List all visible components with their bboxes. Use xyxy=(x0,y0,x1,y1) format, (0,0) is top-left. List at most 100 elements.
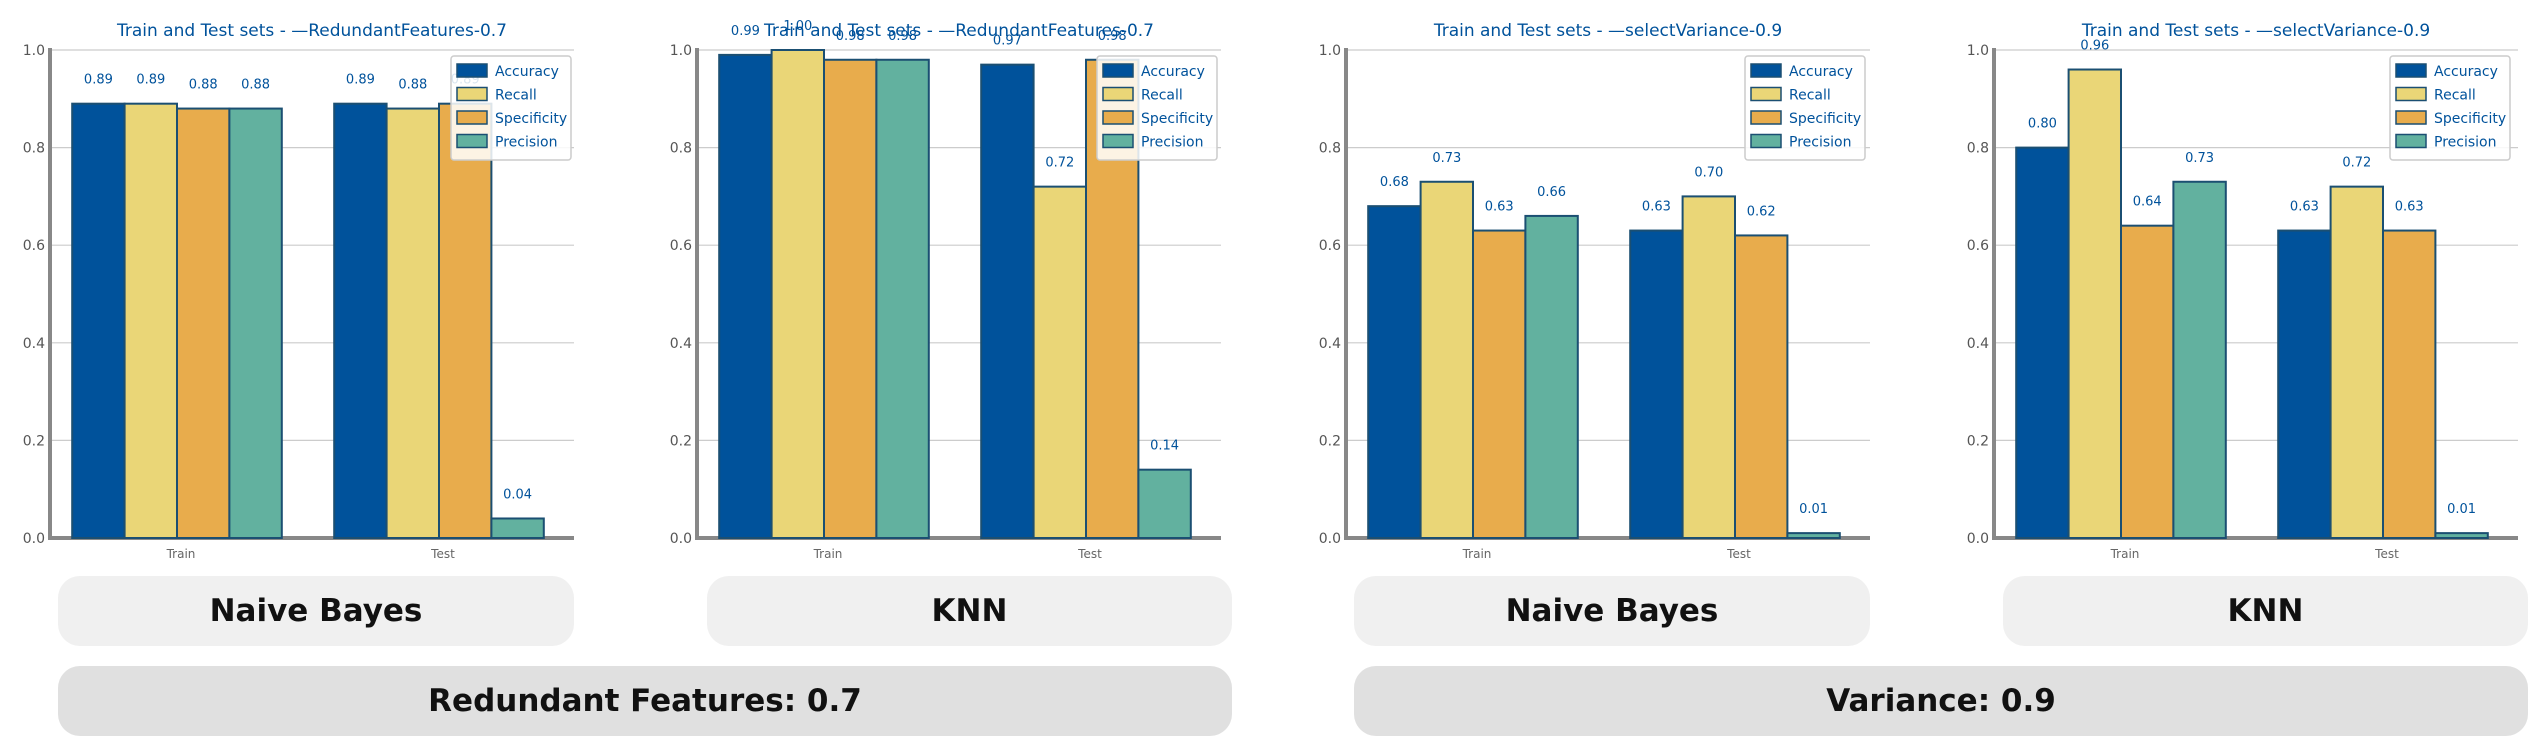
chart4-bar-recall-test xyxy=(2329,185,2385,539)
chart3-data-label: 0.70 xyxy=(1694,165,1723,180)
chart3-legend-label-recall: Recall xyxy=(1789,88,1831,104)
chart4-ytick-label: 0.4 xyxy=(1967,336,1989,352)
chart3-legend-swatch-specificity xyxy=(1750,110,1782,125)
chart3-data-label: 0.63 xyxy=(1485,200,1514,215)
chart2-ytick-label: 0.8 xyxy=(670,141,692,157)
chart1-legend-label-accuracy: Accuracy xyxy=(495,64,559,80)
chart1-ytick-label: 0.0 xyxy=(23,531,45,547)
chart2-ytick-label: 0.0 xyxy=(670,531,692,547)
chart1-bar-precision-test xyxy=(490,517,545,539)
model-label-naive-bayes-1: Naive Bayes xyxy=(58,576,574,646)
chart2-legend-label-accuracy: Accuracy xyxy=(1141,64,1205,80)
group-label-variance: Variance: 0.9 xyxy=(1354,666,2528,736)
chart3-ytick-label: 0.4 xyxy=(1319,336,1341,352)
chart1-bar-specificity-test xyxy=(438,102,493,540)
chart1-legend-swatch-precision xyxy=(456,133,488,149)
chart1-ytick-label: 0.2 xyxy=(23,433,45,449)
model-label-knn-1: KNN xyxy=(707,576,1232,646)
chart1-bar-specificity-train xyxy=(176,107,231,539)
chart2-bar-recall-train xyxy=(770,49,825,539)
chart3-ytick-label: 1.0 xyxy=(1319,43,1341,59)
chart4-ytick-label: 0.2 xyxy=(1967,433,1989,449)
chart4-legend-label-recall: Recall xyxy=(2434,88,2476,104)
chart3-bar-specificity-train xyxy=(1472,229,1527,539)
chart4-legend-swatch-specificity xyxy=(2395,110,2427,125)
chart1-legend-swatch-recall xyxy=(456,86,488,102)
chart4-xtick-label: Test xyxy=(2374,547,2399,561)
chart2-bar-recall-test xyxy=(1032,185,1087,539)
chart3-data-label: 0.73 xyxy=(1432,151,1461,166)
chart4-legend-label-accuracy: Accuracy xyxy=(2434,64,2498,80)
chart1-legend-label-precision: Precision xyxy=(495,135,557,151)
chart1-data-label: 0.89 xyxy=(136,73,165,88)
chart1-legend-label-recall: Recall xyxy=(495,88,537,104)
chart1-bar-recall-test xyxy=(385,107,441,539)
chart1-ytick-label: 0.6 xyxy=(23,238,45,254)
chart4-data-label: 0.96 xyxy=(2080,39,2109,54)
chart2-bar-precision-train xyxy=(875,58,930,539)
chart4-bar-recall-train xyxy=(2067,68,2123,540)
chart2-bar-precision-test xyxy=(1137,468,1192,539)
chart4-bar-precision-train xyxy=(2172,180,2227,539)
chart2-bar-specificity-train xyxy=(823,58,878,539)
chart1-title: Train and Test sets - —RedundantFeatures… xyxy=(116,21,507,41)
chart2-ytick-label: 0.4 xyxy=(670,336,692,352)
chart2-data-label: 1.00 xyxy=(783,19,812,34)
chart1-data-label: 0.88 xyxy=(189,78,218,93)
chart2-legend-swatch-precision xyxy=(1102,133,1134,149)
chart1-data-label: 0.88 xyxy=(241,78,270,93)
chart1-bar-recall-train xyxy=(123,102,178,540)
chart4-legend-swatch-accuracy xyxy=(2395,63,2427,78)
chart1-data-label: 0.89 xyxy=(84,73,113,88)
chart2-data-label: 0.97 xyxy=(993,34,1022,49)
chart2-ytick-label: 0.6 xyxy=(670,238,692,254)
chart4-ytick-label: 0.0 xyxy=(1967,531,1989,547)
chart1-data-label: 0.89 xyxy=(346,73,375,88)
chart3-legend-label-specificity: Specificity xyxy=(1789,111,1861,127)
chart3-ytick-label: 0.8 xyxy=(1319,141,1341,157)
group-label-redundant-features: Redundant Features: 0.7 xyxy=(58,666,1232,736)
chart3-title: Train and Test sets - —selectVariance-0.… xyxy=(1433,21,1782,41)
chart3-bar-recall-test xyxy=(1681,195,1736,539)
chart1-xtick-label: Train xyxy=(166,547,196,561)
chart3-bar-recall-train xyxy=(1419,180,1474,539)
chart2-data-label: 0.98 xyxy=(1098,29,1127,44)
chart3-ytick-label: 0.6 xyxy=(1319,238,1341,254)
chart2-legend-swatch-recall xyxy=(1102,86,1134,102)
chart4-legend-swatch-recall xyxy=(2395,86,2427,102)
chart3-bar-specificity-test xyxy=(1734,234,1789,539)
chart2-legend-swatch-specificity xyxy=(1102,110,1134,125)
chart2-legend-label-recall: Recall xyxy=(1141,88,1183,104)
chart2-data-label: 0.14 xyxy=(1150,439,1179,454)
chart3-bar-precision-train xyxy=(1524,214,1579,539)
chart2-bar-accuracy-test xyxy=(980,63,1035,539)
chart2-legend-label-specificity: Specificity xyxy=(1141,111,1213,127)
chart4-ytick-label: 0.8 xyxy=(1967,141,1989,157)
chart1-bar-precision-train xyxy=(228,107,283,539)
chart3-bar-accuracy-train xyxy=(1367,205,1422,539)
chart2-xtick-label: Train xyxy=(813,547,843,561)
chart4-data-label: 0.63 xyxy=(2290,200,2319,215)
chart1-ytick-label: 1.0 xyxy=(23,43,45,59)
chart2-data-label: 0.99 xyxy=(731,24,760,39)
model-label-knn-2: KNN xyxy=(2003,576,2528,646)
chart3-ytick-label: 0.2 xyxy=(1319,433,1341,449)
chart4-bar-accuracy-train xyxy=(2015,146,2070,539)
chart4-legend-swatch-precision xyxy=(2395,133,2427,149)
chart4-bar-specificity-test xyxy=(2382,229,2437,539)
chart4-title: Train and Test sets - —selectVariance-0.… xyxy=(2081,21,2430,41)
chart3-legend-swatch-recall xyxy=(1750,86,1782,102)
chart1-legend-swatch-specificity xyxy=(456,110,488,125)
chart3-xtick-label: Test xyxy=(1726,547,1751,561)
chart4-xtick-label: Train xyxy=(2110,547,2140,561)
chart3-legend-swatch-accuracy xyxy=(1750,63,1782,78)
chart1-data-label: 0.04 xyxy=(503,487,532,502)
chart3-bar-precision-test xyxy=(1786,532,1841,539)
chart1-ytick-label: 0.8 xyxy=(23,141,45,157)
chart1-legend-swatch-accuracy xyxy=(456,63,488,78)
chart4-data-label: 0.72 xyxy=(2342,156,2371,171)
chart4-bar-specificity-train xyxy=(2120,224,2175,539)
chart3-data-label: 0.66 xyxy=(1537,185,1566,200)
chart1-xtick-label: Test xyxy=(430,547,455,561)
